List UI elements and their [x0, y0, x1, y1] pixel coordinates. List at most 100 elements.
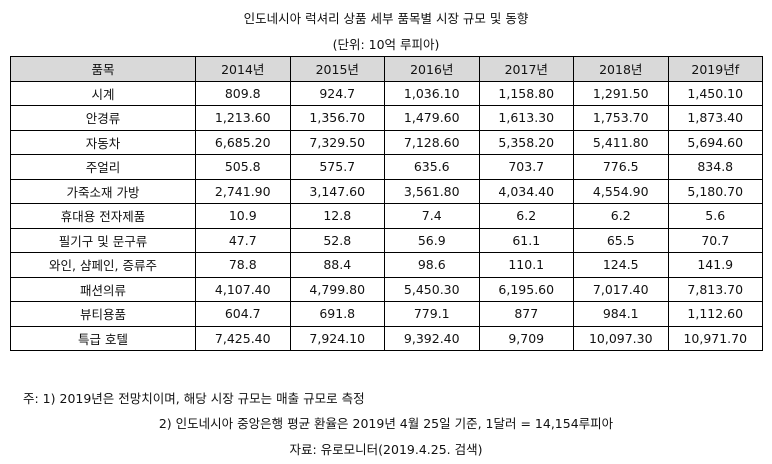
value-cell: 4,107.40: [195, 276, 291, 302]
value-cell: 1,112.60: [667, 301, 763, 327]
value-cell: 779.1: [384, 301, 480, 327]
value-cell: 984.1: [573, 301, 669, 327]
value-cell: 56.9: [384, 227, 480, 253]
value-cell: 3,561.80: [384, 178, 480, 204]
value-cell: 776.5: [573, 154, 669, 180]
item-name-cell: 주얼리: [10, 154, 196, 180]
item-name-cell: 자동차: [10, 129, 196, 155]
value-cell: 7,017.40: [573, 276, 669, 302]
value-cell: 1,479.60: [384, 105, 480, 131]
value-cell: 88.4: [289, 252, 385, 278]
header-2015: 2015년: [289, 56, 385, 82]
value-cell: 5,694.60: [667, 129, 763, 155]
table-row: 와인, 샴페인, 증류주 78.8 88.4 98.6 110.1 124.5 141.9: [10, 252, 763, 278]
value-cell: 5,180.70: [667, 178, 763, 204]
value-cell: 52.8: [289, 227, 385, 253]
item-name-cell: 휴대용 전자제품: [10, 203, 196, 229]
footnote-2: 2) 인도네시아 중앙은행 평균 환율은 2019년 4월 25일 기준, 1달…: [158, 416, 614, 431]
table-row: 패션의류 4,107.40 4,799.80 5,450.30 6,195.60 7,01…: [10, 276, 763, 302]
value-cell: 877: [478, 301, 574, 327]
table-row: 휴대용 전자제품 10.9 12.8 7.4 6.2 6.2 5.6: [10, 203, 763, 229]
value-cell: 9,709: [478, 325, 574, 351]
value-cell: 4,034.40: [478, 178, 574, 204]
item-name-cell: 시계: [10, 80, 196, 106]
item-name-cell: 가죽소재 가방: [10, 178, 196, 204]
value-cell: 7,329.50: [289, 129, 385, 155]
table-row: 가죽소재 가방 2,741.90 3,147.60 3,561.80 4,034.40 4…: [10, 178, 763, 204]
value-cell: 6,685.20: [195, 129, 291, 155]
unit-label: (단위: 10억 루피아): [332, 37, 440, 52]
table-row: 주얼리 505.8 575.7 635.6 703.7 776.5 834.8: [10, 154, 763, 180]
value-cell: 604.7: [195, 301, 291, 327]
value-cell: 141.9: [667, 252, 763, 278]
footnote-1: 주: 1) 2019년은 전망치이며, 해당 시장 규모는 매출 규모로 측정: [23, 391, 365, 406]
item-name-cell: 안경류: [10, 105, 196, 131]
value-cell: 635.6: [384, 154, 480, 180]
header-2017: 2017년: [478, 56, 574, 82]
header-2014: 2014년: [195, 56, 291, 82]
value-cell: 124.5: [573, 252, 669, 278]
value-cell: 505.8: [195, 154, 291, 180]
header-2016: 2016년: [384, 56, 480, 82]
value-cell: 3,147.60: [289, 178, 385, 204]
value-cell: 1,291.50: [573, 80, 669, 106]
value-cell: 12.8: [289, 203, 385, 229]
value-cell: 5.6: [667, 203, 763, 229]
value-cell: 65.5: [573, 227, 669, 253]
value-cell: 98.6: [384, 252, 480, 278]
value-cell: 4,554.90: [573, 178, 669, 204]
value-cell: 78.8: [195, 252, 291, 278]
value-cell: 5,358.20: [478, 129, 574, 155]
value-cell: 1,158.80: [478, 80, 574, 106]
value-cell: 9,392.40: [384, 325, 480, 351]
value-cell: 703.7: [478, 154, 574, 180]
value-cell: 691.8: [289, 301, 385, 327]
value-cell: 6.2: [573, 203, 669, 229]
value-cell: 61.1: [478, 227, 574, 253]
source-note: 자료: 유로모니터(2019.4.25. 검색): [289, 442, 483, 457]
value-cell: 5,411.80: [573, 129, 669, 155]
value-cell: 110.1: [478, 252, 574, 278]
value-cell: 7,924.10: [289, 325, 385, 351]
table-row: 필기구 및 문구류 47.7 52.8 56.9 61.1 65.5 70.7: [10, 227, 763, 253]
value-cell: 5,450.30: [384, 276, 480, 302]
header-item: 품목: [10, 56, 196, 82]
value-cell: 7,425.40: [195, 325, 291, 351]
value-cell: 809.8: [195, 80, 291, 106]
table-row: 시계 809.8 924.7 1,036.10 1,158.80 1,291.50 1,45…: [10, 80, 763, 106]
table-row: 자동차 6,685.20 7,329.50 7,128.60 5,358.20 5,411…: [10, 129, 763, 155]
value-cell: 1,753.70: [573, 105, 669, 131]
market-size-table: 품목 2014년 2015년 2016년 2017년 2018년 2019년f …: [10, 56, 763, 351]
table-row: 특급 호텔 7,425.40 7,924.10 9,392.40 9,709 10,097…: [10, 325, 763, 351]
table-body: 시계 809.8 924.7 1,036.10 1,158.80 1,291.50 1,45…: [10, 80, 763, 351]
value-cell: 4,799.80: [289, 276, 385, 302]
value-cell: 1,450.10: [667, 80, 763, 106]
value-cell: 6,195.60: [478, 276, 574, 302]
header-2019f: 2019년f: [667, 56, 763, 82]
item-name-cell: 와인, 샴페인, 증류주: [10, 252, 196, 278]
value-cell: 7.4: [384, 203, 480, 229]
value-cell: 924.7: [289, 80, 385, 106]
value-cell: 1,036.10: [384, 80, 480, 106]
value-cell: 1,613.30: [478, 105, 574, 131]
value-cell: 10,971.70: [667, 325, 763, 351]
value-cell: 1,873.40: [667, 105, 763, 131]
item-name-cell: 뷰티용품: [10, 301, 196, 327]
item-name-cell: 패션의류: [10, 276, 196, 302]
table-row: 뷰티용품 604.7 691.8 779.1 877 984.1 1,112.60: [10, 301, 763, 327]
value-cell: 7,128.60: [384, 129, 480, 155]
value-cell: 47.7: [195, 227, 291, 253]
value-cell: 834.8: [667, 154, 763, 180]
value-cell: 70.7: [667, 227, 763, 253]
value-cell: 6.2: [478, 203, 574, 229]
value-cell: 1,213.60: [195, 105, 291, 131]
value-cell: 10.9: [195, 203, 291, 229]
value-cell: 575.7: [289, 154, 385, 180]
value-cell: 7,813.70: [667, 276, 763, 302]
table-header-row: 품목 2014년 2015년 2016년 2017년 2018년 2019년f: [10, 56, 763, 82]
value-cell: 10,097.30: [573, 325, 669, 351]
header-2018: 2018년: [573, 56, 669, 82]
page-title: 인도네시아 럭셔리 상품 세부 품목별 시장 규모 및 동향: [243, 11, 529, 26]
value-cell: 2,741.90: [195, 178, 291, 204]
item-name-cell: 특급 호텔: [10, 325, 196, 351]
